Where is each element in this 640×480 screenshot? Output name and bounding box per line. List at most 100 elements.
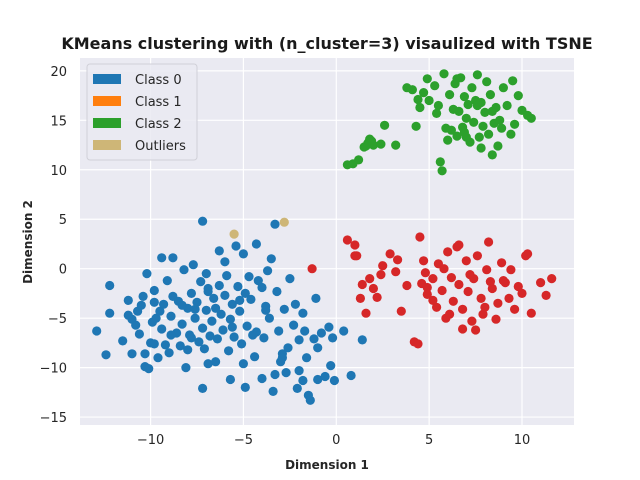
point-class-1 [547, 274, 557, 284]
point-class-0 [218, 325, 228, 335]
point-class-1 [307, 264, 317, 274]
point-class-1 [454, 240, 464, 250]
point-class-0 [261, 305, 271, 315]
point-class-0 [264, 313, 274, 323]
point-class-1 [467, 316, 477, 326]
point-class-0 [309, 334, 319, 344]
point-class-1 [342, 235, 352, 245]
x-tick-label: 0 [332, 433, 340, 448]
point-class-0 [320, 371, 330, 382]
point-class-0 [250, 352, 260, 362]
point-class-1 [365, 274, 375, 284]
point-class-1 [491, 314, 501, 324]
point-class-0 [316, 328, 326, 338]
point-class-2 [513, 91, 523, 101]
point-class-1 [517, 288, 527, 298]
point-class-0 [149, 297, 159, 307]
point-class-2 [413, 94, 423, 105]
point-class-1 [541, 290, 551, 300]
point-class-1 [454, 279, 464, 290]
point-class-2 [435, 157, 445, 167]
point-class-2 [482, 77, 492, 87]
point-class-0 [328, 333, 338, 343]
point-class-2 [419, 88, 429, 98]
point-class-0 [157, 324, 167, 334]
point-class-0 [268, 386, 278, 396]
x-axis-label: Dimension 1 [285, 458, 369, 472]
point-class-0 [281, 368, 291, 378]
point-class-1 [361, 308, 371, 318]
point-class-0 [231, 241, 241, 251]
point-class-1 [350, 240, 360, 250]
point-class-1 [506, 265, 516, 275]
point-class-2 [493, 141, 503, 151]
point-class-2 [484, 129, 494, 139]
point-class-0 [214, 280, 224, 291]
point-class-0 [222, 271, 232, 281]
point-class-1 [509, 304, 520, 314]
y-tick-label: −15 [40, 411, 67, 426]
point-class-0 [298, 375, 308, 386]
point-class-1 [461, 256, 471, 266]
point-class-0 [235, 306, 245, 316]
point-class-1 [391, 267, 401, 277]
point-class-0 [153, 353, 163, 363]
point-class-2 [509, 119, 520, 129]
point-class-1 [413, 339, 423, 349]
point-class-1 [376, 270, 386, 280]
point-class-0 [212, 334, 222, 344]
point-class-0 [166, 311, 176, 321]
point-class-1 [352, 251, 362, 261]
point-class-0 [203, 359, 213, 369]
point-class-0 [259, 333, 269, 343]
point-class-1 [446, 273, 456, 283]
point-class-0 [277, 353, 287, 363]
point-class-0 [298, 308, 308, 318]
point-class-0 [162, 276, 172, 286]
point-class-0 [138, 291, 148, 301]
point-class-0 [237, 339, 247, 349]
point-class-2 [424, 95, 434, 106]
point-class-0 [220, 290, 230, 300]
point-class-0 [305, 395, 315, 405]
point-class-0 [246, 294, 256, 304]
point-class-2 [526, 113, 536, 123]
point-class-0 [164, 348, 174, 358]
point-class-0 [177, 319, 187, 329]
point-class-1 [428, 295, 438, 305]
point-class-0 [216, 309, 226, 319]
point-class-0 [136, 300, 146, 310]
point-class-1 [478, 309, 488, 319]
point-class-0 [225, 314, 235, 324]
point-class-0 [289, 320, 299, 330]
point-class-1 [432, 302, 442, 312]
point-class-1 [498, 276, 508, 286]
point-class-0 [211, 303, 221, 313]
point-class-0 [238, 249, 248, 259]
legend-swatch-class-1 [93, 96, 121, 106]
point-class-1 [465, 270, 475, 280]
point-class-0 [149, 285, 159, 296]
point-class-0 [270, 369, 280, 380]
point-class-0 [105, 308, 115, 318]
point-class-0 [225, 374, 235, 385]
y-tick-label: −5 [48, 312, 67, 327]
point-class-0 [233, 281, 243, 292]
point-class-0 [175, 341, 185, 351]
y-tick-label: 10 [50, 164, 67, 179]
point-outliers [229, 229, 239, 239]
point-class-1 [357, 279, 367, 290]
point-class-0 [214, 246, 224, 256]
point-class-0 [283, 343, 293, 353]
point-class-1 [493, 298, 503, 308]
point-class-0 [227, 322, 237, 332]
point-class-2 [443, 135, 453, 145]
point-class-0 [168, 253, 178, 263]
point-class-0 [324, 322, 334, 332]
point-class-0 [188, 260, 198, 270]
point-class-0 [159, 299, 169, 309]
point-class-0 [190, 304, 200, 314]
point-class-0 [235, 295, 245, 305]
point-class-2 [485, 90, 495, 100]
point-class-2 [502, 100, 512, 111]
